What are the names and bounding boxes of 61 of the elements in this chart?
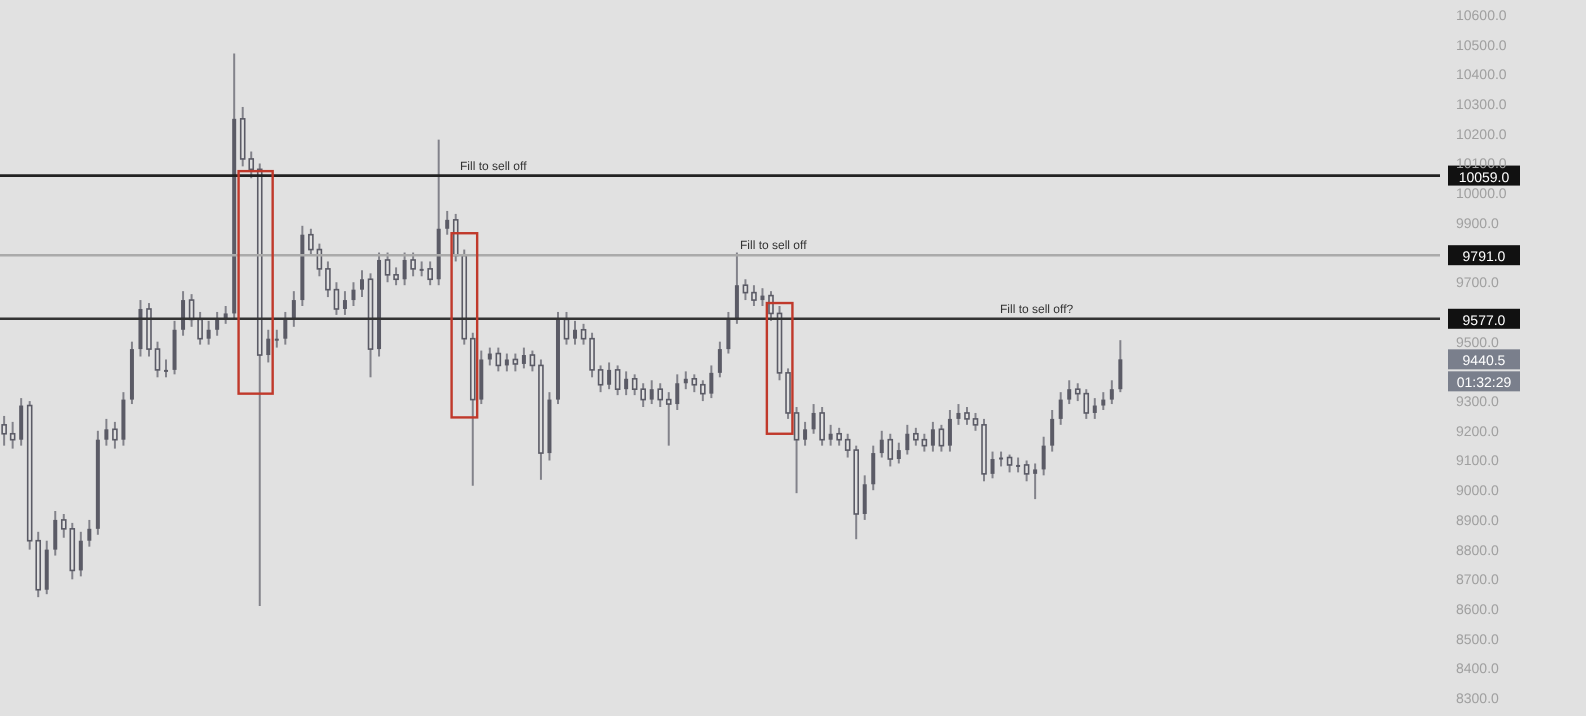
candlestick bbox=[206, 319, 211, 346]
candlestick bbox=[1109, 379, 1114, 406]
candlestick bbox=[197, 310, 203, 346]
candlestick bbox=[803, 420, 808, 447]
candlestick bbox=[104, 417, 109, 447]
candlestick bbox=[1041, 435, 1046, 477]
candlestick bbox=[930, 420, 935, 453]
candlestick bbox=[521, 346, 526, 370]
candlestick bbox=[342, 290, 347, 316]
candlestick bbox=[947, 408, 952, 453]
candlestick bbox=[172, 319, 177, 376]
candlestick bbox=[990, 450, 995, 480]
candlestick bbox=[742, 278, 749, 302]
candlestick bbox=[614, 364, 621, 397]
candlestick bbox=[19, 397, 24, 447]
candlestick bbox=[896, 441, 901, 465]
candlestick bbox=[9, 420, 16, 450]
candlestick bbox=[905, 423, 910, 456]
candlestick bbox=[351, 281, 356, 308]
candlestick bbox=[657, 382, 664, 409]
candlestick bbox=[589, 331, 595, 379]
candlestick bbox=[734, 251, 739, 325]
candlestick bbox=[871, 444, 876, 492]
candlestick bbox=[700, 379, 706, 403]
candlestick bbox=[726, 310, 731, 355]
candlestick bbox=[1058, 391, 1063, 426]
candlestick bbox=[215, 310, 220, 337]
candlestick bbox=[819, 406, 825, 447]
candlestick bbox=[862, 474, 867, 521]
candlestick bbox=[1067, 379, 1072, 406]
candlestick bbox=[1023, 459, 1030, 483]
candlestick bbox=[607, 361, 612, 391]
candlestick bbox=[384, 251, 391, 284]
candlestick bbox=[640, 382, 646, 409]
candlestick bbox=[624, 370, 629, 397]
candlestick bbox=[631, 373, 638, 397]
candlestick bbox=[360, 269, 364, 299]
candlestick bbox=[181, 290, 186, 337]
candlestick bbox=[69, 521, 76, 581]
candlestick bbox=[138, 299, 143, 358]
candlestick bbox=[1118, 339, 1123, 394]
candlestick bbox=[427, 260, 433, 287]
candlestick bbox=[452, 212, 459, 263]
candlestick bbox=[717, 340, 722, 379]
candlestick bbox=[78, 530, 83, 578]
candlestick bbox=[239, 105, 246, 168]
candlestick bbox=[1083, 388, 1090, 420]
candlestick bbox=[573, 319, 578, 346]
candlestick bbox=[87, 518, 92, 548]
candlestick bbox=[956, 403, 961, 426]
candlestick bbox=[665, 391, 672, 447]
candlestick bbox=[445, 209, 450, 236]
candlestick bbox=[1092, 397, 1097, 420]
candlestick bbox=[44, 539, 49, 596]
candlestick bbox=[410, 251, 416, 278]
candlestick bbox=[1033, 462, 1038, 501]
candlestick bbox=[283, 310, 288, 346]
candlestick bbox=[53, 510, 58, 557]
candlestick bbox=[1050, 408, 1055, 453]
candlestick bbox=[887, 432, 894, 468]
candlestick bbox=[751, 284, 757, 308]
